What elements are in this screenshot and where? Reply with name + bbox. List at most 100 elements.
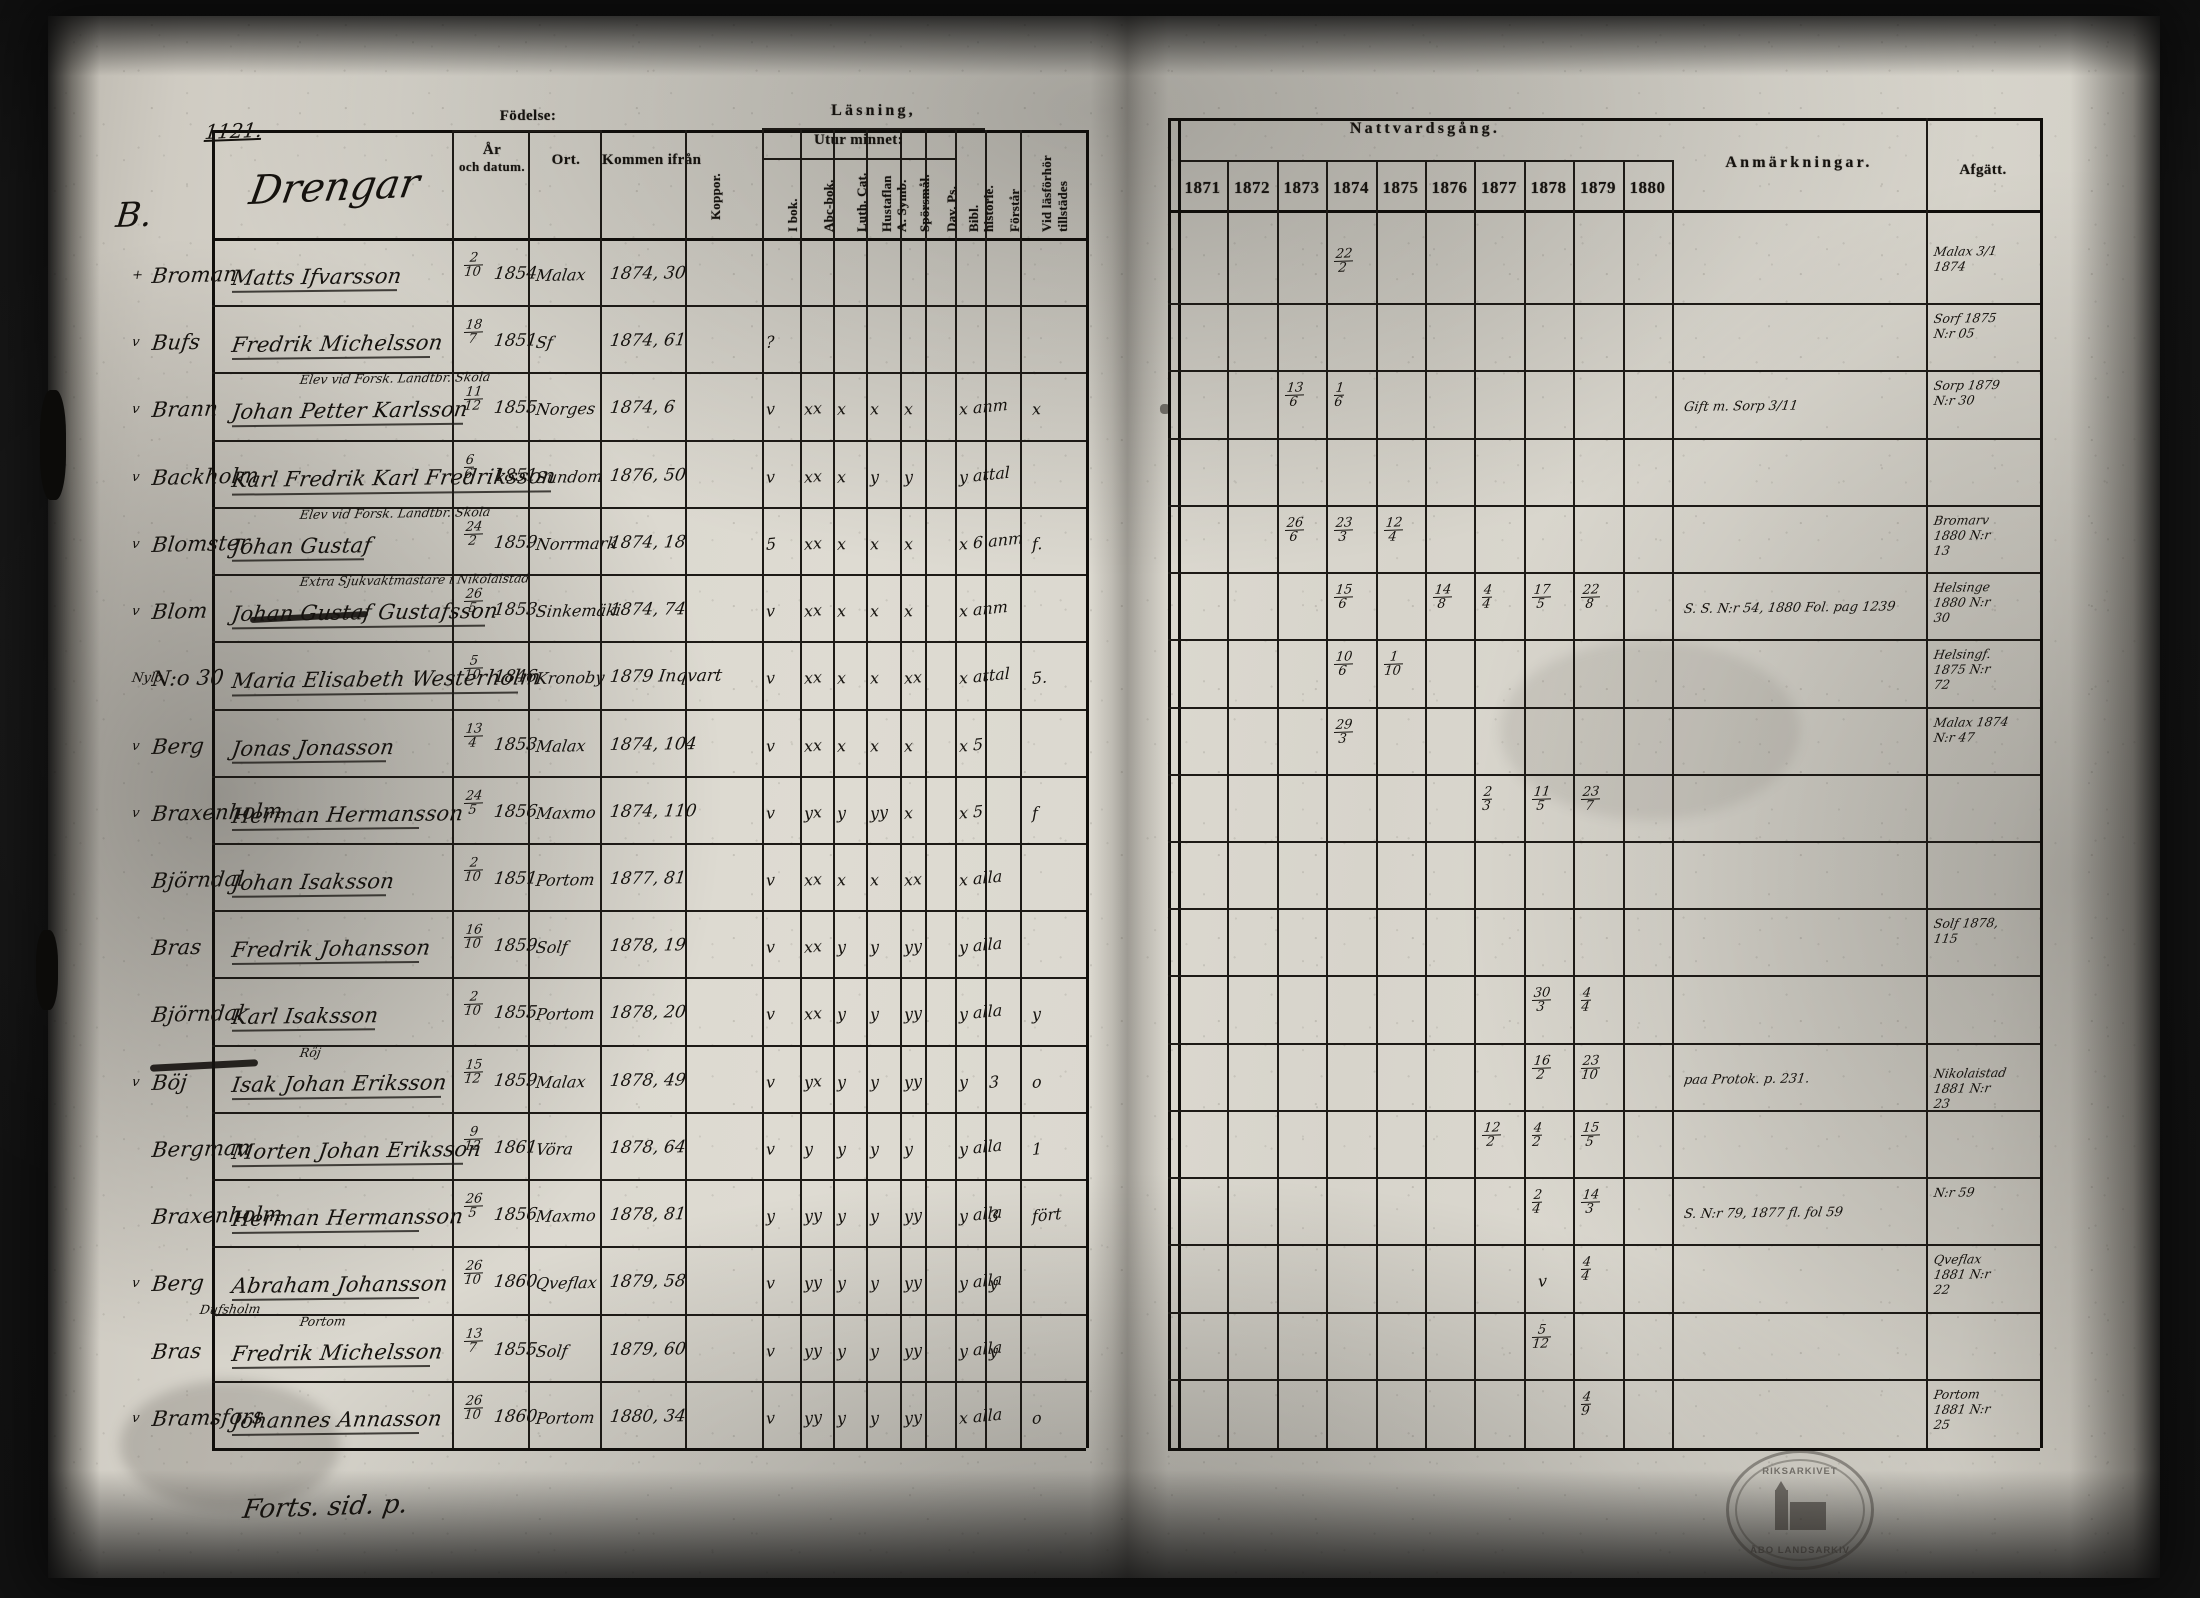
stamp-top-text: RIKSARKIVET (1762, 1466, 1838, 1477)
row-departed: 1875 N:r (1932, 661, 1992, 678)
row-given-name: Matts Ifvarsson (230, 264, 404, 291)
row-reading-mark-1: y (804, 1139, 813, 1160)
row-reading-mark-4: x (904, 399, 913, 420)
row-reading-mark-1: yy (804, 1205, 822, 1227)
row-reading-mark-2: y (837, 1341, 846, 1362)
row-departed: N:r 47 (1932, 729, 1976, 746)
header-by-memory-group: Utur minnet: (813, 132, 904, 148)
table-rule-horizontal (212, 1045, 1086, 1047)
row-come-from: 1878, 19 (608, 935, 687, 957)
row-come-from: 1874, 104 (608, 734, 698, 756)
row-birth-place: Maxmo (534, 803, 598, 824)
row-birth-place: Qveflax (534, 1273, 599, 1294)
row-birth-place: Sundom (534, 467, 604, 488)
row-reading-mark-3: x (870, 736, 879, 757)
header-reading-col-3: Hustaflan (879, 175, 894, 232)
row-reading-mark-4: x (904, 534, 913, 555)
row-reading-mark-0: v (766, 399, 775, 420)
header-birth-group: Födelse: (499, 108, 557, 124)
table-rule-vertical (762, 130, 764, 1448)
table-rule-horizontal (212, 709, 1086, 711)
row-attendance-mark: f. (1032, 534, 1043, 555)
row-margin-mark: + (130, 268, 145, 284)
handwriting-underline (231, 827, 420, 831)
row-attendance-mark: o (1032, 1072, 1042, 1093)
row-reading-mark-0: y (766, 1206, 775, 1227)
row-reading-mark-3: y (870, 1139, 879, 1160)
row-reading-mark-4: x (904, 803, 913, 824)
row-given-name: Jonas Jonasson (230, 735, 396, 762)
row-birth-daymonth: 26 10 (463, 1258, 484, 1289)
row-reading-mark-1: yy (804, 1407, 822, 1429)
table-rule-horizontal (212, 1381, 1086, 1383)
handwriting-underline (231, 356, 431, 360)
row-reading-mark-0: v (766, 467, 775, 488)
row-communion-1876: 14 8 (1432, 582, 1453, 613)
table-rule-horizontal (452, 130, 600, 132)
row-departed: 115 (1932, 930, 1960, 947)
row-reading-mark-0: v (766, 1072, 775, 1093)
row-come-from: 1874, 18 (608, 532, 687, 554)
row-reading-mark-3: x (870, 601, 879, 622)
row-communion-1873: 13 6 (1284, 380, 1305, 411)
row-given-name: Johannes Annasson (230, 1406, 444, 1434)
row-communion-1878: 16 2 (1531, 1053, 1552, 1084)
row-birth-place: Solf (534, 937, 569, 958)
row-surname: Blom (150, 598, 209, 625)
row-departed: N:r 30 (1932, 392, 1976, 409)
table-rule-vertical (1672, 160, 1674, 1448)
row-come-from: 1879, 58 (608, 1271, 687, 1293)
row-reading-mark-0: v (766, 601, 775, 622)
row-communion-1878: 5 12 (1531, 1323, 1552, 1352)
row-given-name: Johan Gustaf (230, 533, 374, 560)
table-rule-horizontal (1168, 1043, 2040, 1045)
handwriting-underline (231, 289, 398, 293)
row-birth-year: 1851 (492, 330, 539, 352)
row-come-from: 1879 Inqvart (608, 666, 724, 688)
table-rule-horizontal (212, 977, 1086, 979)
row-margin-mark: v (130, 335, 141, 351)
row-come-from: 1878, 81 (608, 1204, 687, 1226)
row-birth-daymonth: 16 10 (463, 922, 484, 953)
row-reading-mark-2: y (837, 803, 846, 824)
row-birth-year: 1859 (492, 532, 539, 554)
row-communion-1875: 12 4 (1383, 515, 1404, 546)
row-surname: Berg (150, 734, 206, 760)
row-reading-mark-0: ? (766, 332, 775, 353)
table-rule-vertical (600, 130, 602, 1448)
stamp-inner-ring (1735, 1459, 1865, 1561)
table-rule-horizontal (212, 130, 1086, 133)
row-birth-place: Sf (534, 333, 555, 353)
row-birth-daymonth: 13 7 (463, 1326, 484, 1357)
row-communion-1874: 10 6 (1333, 649, 1354, 680)
row-surname: Bras (150, 1339, 203, 1365)
row-come-from: 1874, 110 (608, 801, 698, 823)
row-birth-year: 1860 (492, 1271, 539, 1293)
row-communion-1878: 17 5 (1531, 582, 1552, 613)
row-reading-mark-3: x (870, 399, 879, 420)
row-given-name: Karl Isaksson (230, 1003, 381, 1030)
row-birth-daymonth: 9 12 (463, 1125, 484, 1154)
row-reading-mark-4: yy (904, 1272, 922, 1294)
handwriting-underline (231, 625, 486, 630)
row-reading-mark-1: xx (804, 735, 822, 757)
row-reading-mark-4: x (904, 736, 913, 757)
handwriting-underline (231, 1028, 376, 1032)
paper-smudge (120, 1380, 340, 1510)
row-above-note: Röj (298, 1044, 323, 1061)
row-reading-mark-2: x (837, 399, 846, 420)
header-attendance-l2: tillstädes (1055, 180, 1070, 232)
table-rule-horizontal (212, 910, 1086, 912)
row-reading-mark-0: v (766, 870, 775, 891)
row-departed: 1880 N:r (1932, 527, 1992, 544)
table-rule-vertical (2040, 118, 2043, 1448)
row-departed: Malax 1874 (1932, 714, 2010, 731)
row-reading-mark-6: y alla (959, 933, 1003, 958)
row-attendance-mark: y (1032, 1004, 1041, 1025)
table-rule-horizontal (212, 1246, 1086, 1248)
table-rule-vertical (685, 130, 687, 1448)
row-reading-mark-4: yy (904, 1340, 922, 1362)
table-rule-horizontal (212, 507, 1086, 509)
